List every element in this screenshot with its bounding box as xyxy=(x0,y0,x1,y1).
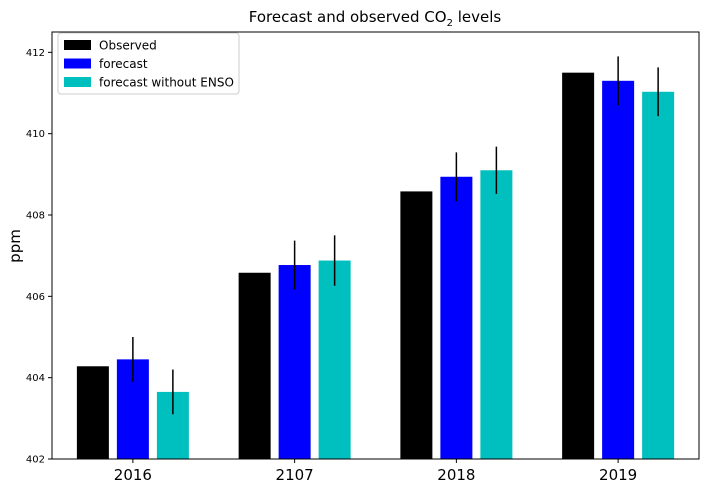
y-axis-label: ppm xyxy=(6,229,24,263)
y-tick-label: 410 xyxy=(26,129,45,140)
chart-title: Forecast and observed CO2 levels xyxy=(249,8,502,29)
bar-observed-2016 xyxy=(76,366,109,459)
x-tick-label: 2018 xyxy=(437,466,475,484)
bar-forecast-2019 xyxy=(602,80,635,460)
bar-observed-2018 xyxy=(400,191,433,459)
x-tick-label: 2019 xyxy=(599,466,637,484)
y-axis: 402 404 406 408 410 412 xyxy=(26,48,52,466)
y-tick-label: 412 xyxy=(26,48,45,59)
legend-swatch xyxy=(64,77,91,87)
y-tick-label: 404 xyxy=(26,373,45,384)
title-subscript: 2 xyxy=(447,18,453,29)
x-axis: 2016 2107 2018 2019 xyxy=(114,459,637,484)
legend: Observed forecast forecast without ENSO xyxy=(57,32,240,95)
legend-swatch xyxy=(64,40,91,50)
x-tick-label: 2016 xyxy=(114,466,152,484)
bar-forecast-2107 xyxy=(278,265,311,459)
bars-layer xyxy=(76,56,675,460)
bar-forecast-without-enso-2018 xyxy=(480,170,513,459)
bar-forecast-without-enso-2019 xyxy=(642,91,675,459)
bar-observed-2107 xyxy=(238,272,271,459)
bar-observed-2019 xyxy=(562,72,595,460)
bar-forecast-2018 xyxy=(440,176,473,459)
legend-label: Observed xyxy=(99,39,157,53)
y-tick-label: 406 xyxy=(26,292,45,303)
legend-swatch xyxy=(64,58,91,69)
bar-forecast-without-enso-2107 xyxy=(318,260,351,459)
legend-label: forecast without ENSO xyxy=(99,76,234,90)
y-tick-label: 402 xyxy=(26,455,45,466)
legend-label: forecast xyxy=(99,57,148,71)
x-tick-label: 2107 xyxy=(276,466,314,484)
legend-box xyxy=(57,32,240,95)
y-tick-label: 408 xyxy=(26,211,45,222)
plot-frame xyxy=(51,31,700,460)
